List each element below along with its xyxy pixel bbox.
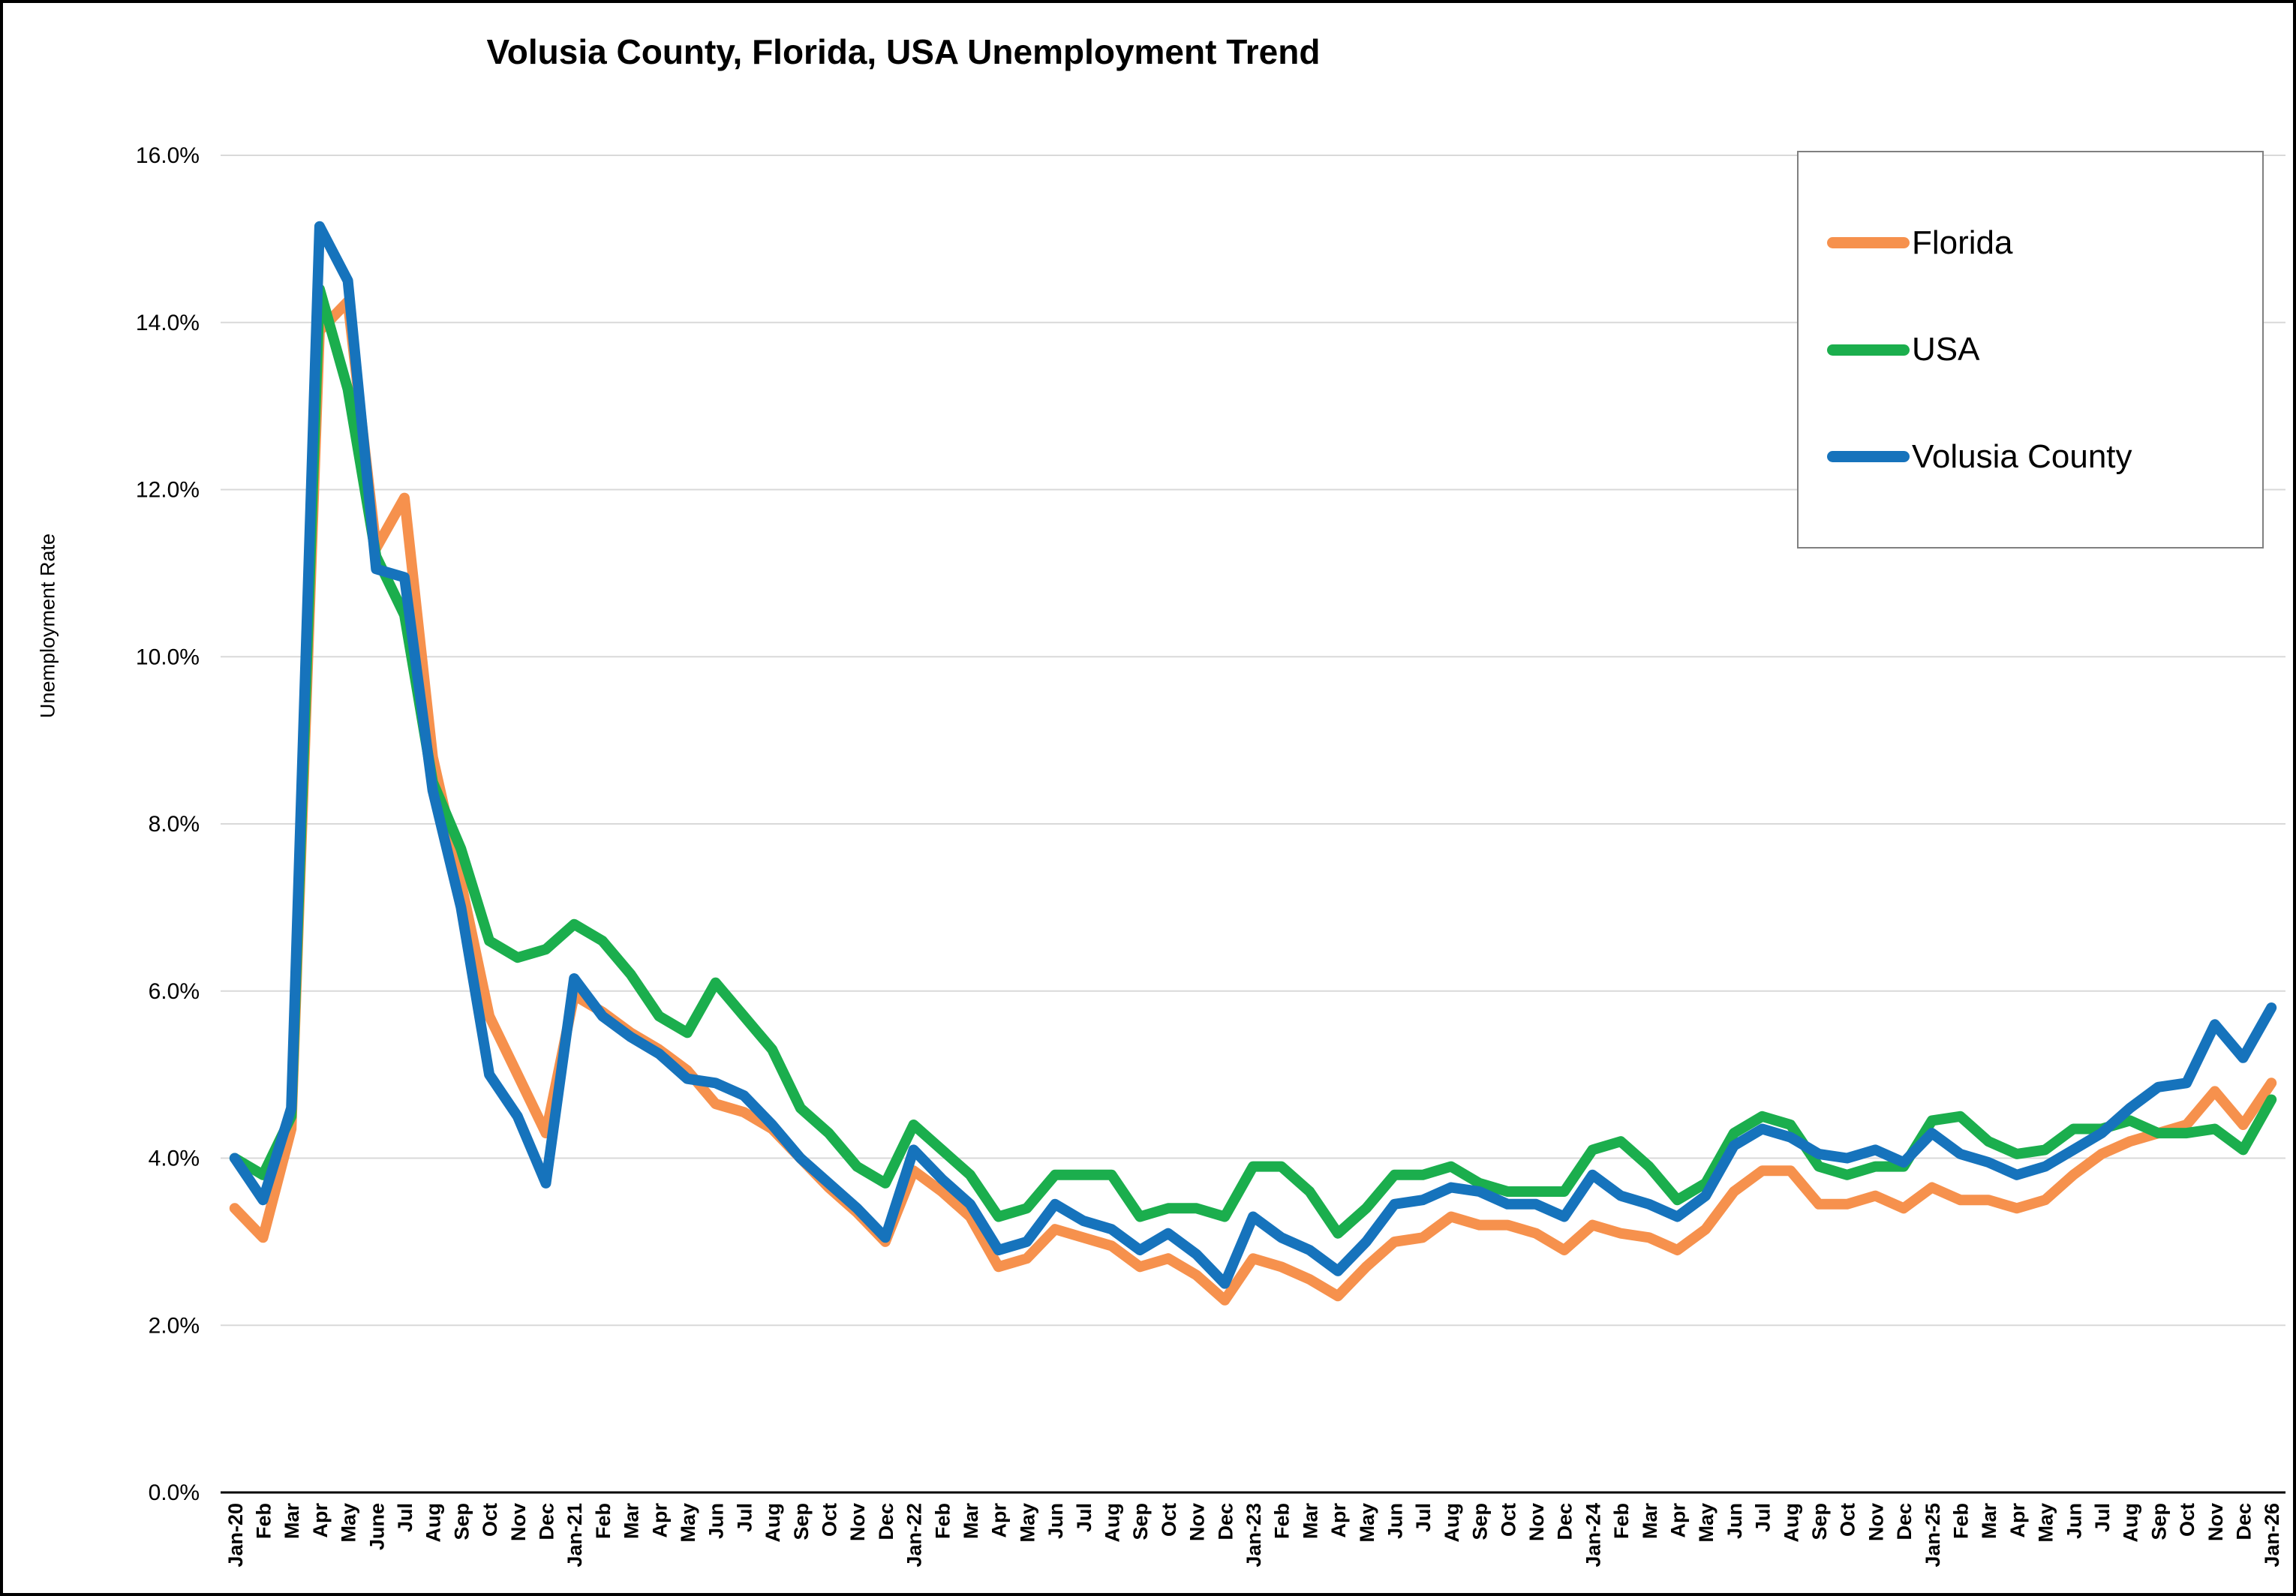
x-tick-label: Feb <box>592 1503 615 1539</box>
x-tick-label: Mar <box>281 1503 303 1540</box>
x-tick-label: Jan-23 <box>1243 1503 1265 1567</box>
x-tick-label: Aug <box>762 1503 784 1542</box>
y-tick-label: 6.0% <box>149 979 200 1004</box>
x-tick-label: Sep <box>790 1503 813 1540</box>
x-tick-label: May <box>677 1503 699 1543</box>
x-tick-label: Nov <box>1186 1503 1209 1541</box>
y-tick-label: 0.0% <box>149 1480 200 1505</box>
volusia-county-line-swatch <box>1827 451 1910 462</box>
x-tick-label: Mar <box>621 1503 643 1540</box>
x-tick-label: Aug <box>1101 1503 1124 1542</box>
x-tick-label: Oct <box>1837 1503 1859 1537</box>
florida-line-swatch <box>1827 237 1910 248</box>
x-tick-label: Nov <box>1865 1503 1887 1541</box>
x-tick-label: Jun <box>1724 1503 1746 1539</box>
x-tick-label: Aug <box>2120 1503 2142 1542</box>
x-tick-label: May <box>1356 1503 1378 1543</box>
x-tick-label: Apr <box>648 1503 671 1538</box>
plot-area: 0.0% 2.0% 4.0% 6.0% 8.0% 10.0% 12.0% 14.0% 16.0%… <box>136 143 2285 1567</box>
x-tick-label: Dec <box>1554 1503 1576 1540</box>
x-tick-label: Jul <box>394 1503 416 1532</box>
x-tick-label: Apr <box>1666 1503 1689 1538</box>
chart-title: Volusia County, Florida, USA Unemploymen… <box>486 32 1321 71</box>
x-tick-label: Sep <box>1808 1503 1831 1540</box>
y-tick-label: 16.0% <box>136 143 200 168</box>
x-tick-label: Sep <box>2147 1503 2170 1540</box>
x-tick-label: Mar <box>1299 1503 1321 1540</box>
x-tick-label: Sep <box>450 1503 473 1540</box>
usa-line-swatch <box>1827 344 1910 356</box>
x-tick-label: Dec <box>1893 1503 1916 1540</box>
x-tick-label: Mar <box>960 1503 982 1540</box>
x-tick-label: Jan-24 <box>1582 1503 1604 1567</box>
x-tick-label: Mar <box>1978 1503 2000 1540</box>
x-tick-label: Jan-20 <box>224 1503 247 1567</box>
legend-label-usa: USA <box>1912 331 1980 368</box>
x-tick-label: Jul <box>1073 1503 1095 1532</box>
x-tick-label: May <box>1016 1503 1038 1543</box>
x-tick-label: May <box>338 1503 360 1543</box>
x-tick-label: Aug <box>1780 1503 1802 1542</box>
x-tick-label: Jul <box>1752 1503 1775 1532</box>
x-tick-label: Jul <box>2091 1503 2114 1532</box>
x-tick-label: Jun <box>2063 1503 2085 1539</box>
x-tick-label: Jan-25 <box>1922 1503 1944 1567</box>
x-tick-label: Jan-21 <box>563 1503 586 1567</box>
x-tick-label: Nov <box>2204 1503 2227 1541</box>
x-tick-label: Dec <box>536 1503 558 1540</box>
x-tick-label: Sep <box>1469 1503 1492 1540</box>
x-tick-label: Feb <box>1949 1503 1972 1539</box>
x-tick-label: Jan-22 <box>903 1503 926 1567</box>
legend-item-volusia-county: Volusia County <box>1827 440 2262 473</box>
usa-line <box>229 284 2277 1239</box>
x-tick-label: Oct <box>1497 1503 1519 1537</box>
x-tick-label: May <box>1695 1503 1717 1543</box>
legend-item-usa: USA <box>1827 333 2262 366</box>
x-tick-label: Jun <box>1384 1503 1406 1539</box>
volusia-county-line <box>229 221 2277 1289</box>
x-tick-label: Feb <box>1271 1503 1294 1539</box>
x-tick-label: Jun <box>1044 1503 1067 1539</box>
y-tick-label: 10.0% <box>136 645 200 669</box>
x-tick-label: Feb <box>253 1503 275 1539</box>
x-tick-label: Nov <box>1525 1503 1548 1541</box>
x-tick-label: Dec <box>2232 1503 2255 1540</box>
x-tick-label: Mar <box>1639 1503 1661 1540</box>
y-tick-label: 8.0% <box>149 812 200 837</box>
legend: Florida USA Volusia County <box>1797 151 2264 549</box>
legend-label-florida: Florida <box>1912 224 2013 261</box>
x-tick-label: Jun <box>705 1503 728 1539</box>
y-tick-label: 12.0% <box>136 478 200 503</box>
x-tick-label: Apr <box>988 1503 1011 1538</box>
x-tick-label: Jul <box>733 1503 756 1532</box>
x-tick-label: Dec <box>875 1503 897 1540</box>
x-tick-label: Jan-26 <box>2261 1503 2283 1567</box>
x-tick-label: Apr <box>309 1503 332 1538</box>
x-tick-label: Oct <box>819 1503 841 1537</box>
x-tick-label: Jul <box>1412 1503 1435 1532</box>
y-tick-label: 4.0% <box>149 1147 200 1171</box>
x-tick-label: Nov <box>846 1503 869 1541</box>
x-tick-label: Apr <box>2006 1503 2029 1538</box>
x-tick-label: Oct <box>2176 1503 2198 1537</box>
x-tick-label: Oct <box>1158 1503 1180 1537</box>
legend-label-volusia-county: Volusia County <box>1912 437 2132 475</box>
x-tick-label: Apr <box>1327 1503 1350 1538</box>
x-tick-label: Aug <box>1441 1503 1463 1542</box>
x-tick-label: June <box>365 1503 388 1550</box>
y-tick-label: 2.0% <box>149 1313 200 1338</box>
x-tick-label: Feb <box>931 1503 954 1539</box>
x-tick-label: Dec <box>1214 1503 1237 1540</box>
x-tick-label: Aug <box>422 1503 445 1542</box>
x-tick-label: Nov <box>507 1503 530 1541</box>
x-tick-label: Oct <box>479 1503 501 1537</box>
y-tick-label: 14.0% <box>136 311 200 335</box>
legend-item-florida: Florida <box>1827 224 2262 261</box>
x-tick-label: May <box>2035 1503 2057 1543</box>
x-tick-label: Feb <box>1610 1503 1633 1539</box>
x-tick-label: Sep <box>1129 1503 1152 1540</box>
